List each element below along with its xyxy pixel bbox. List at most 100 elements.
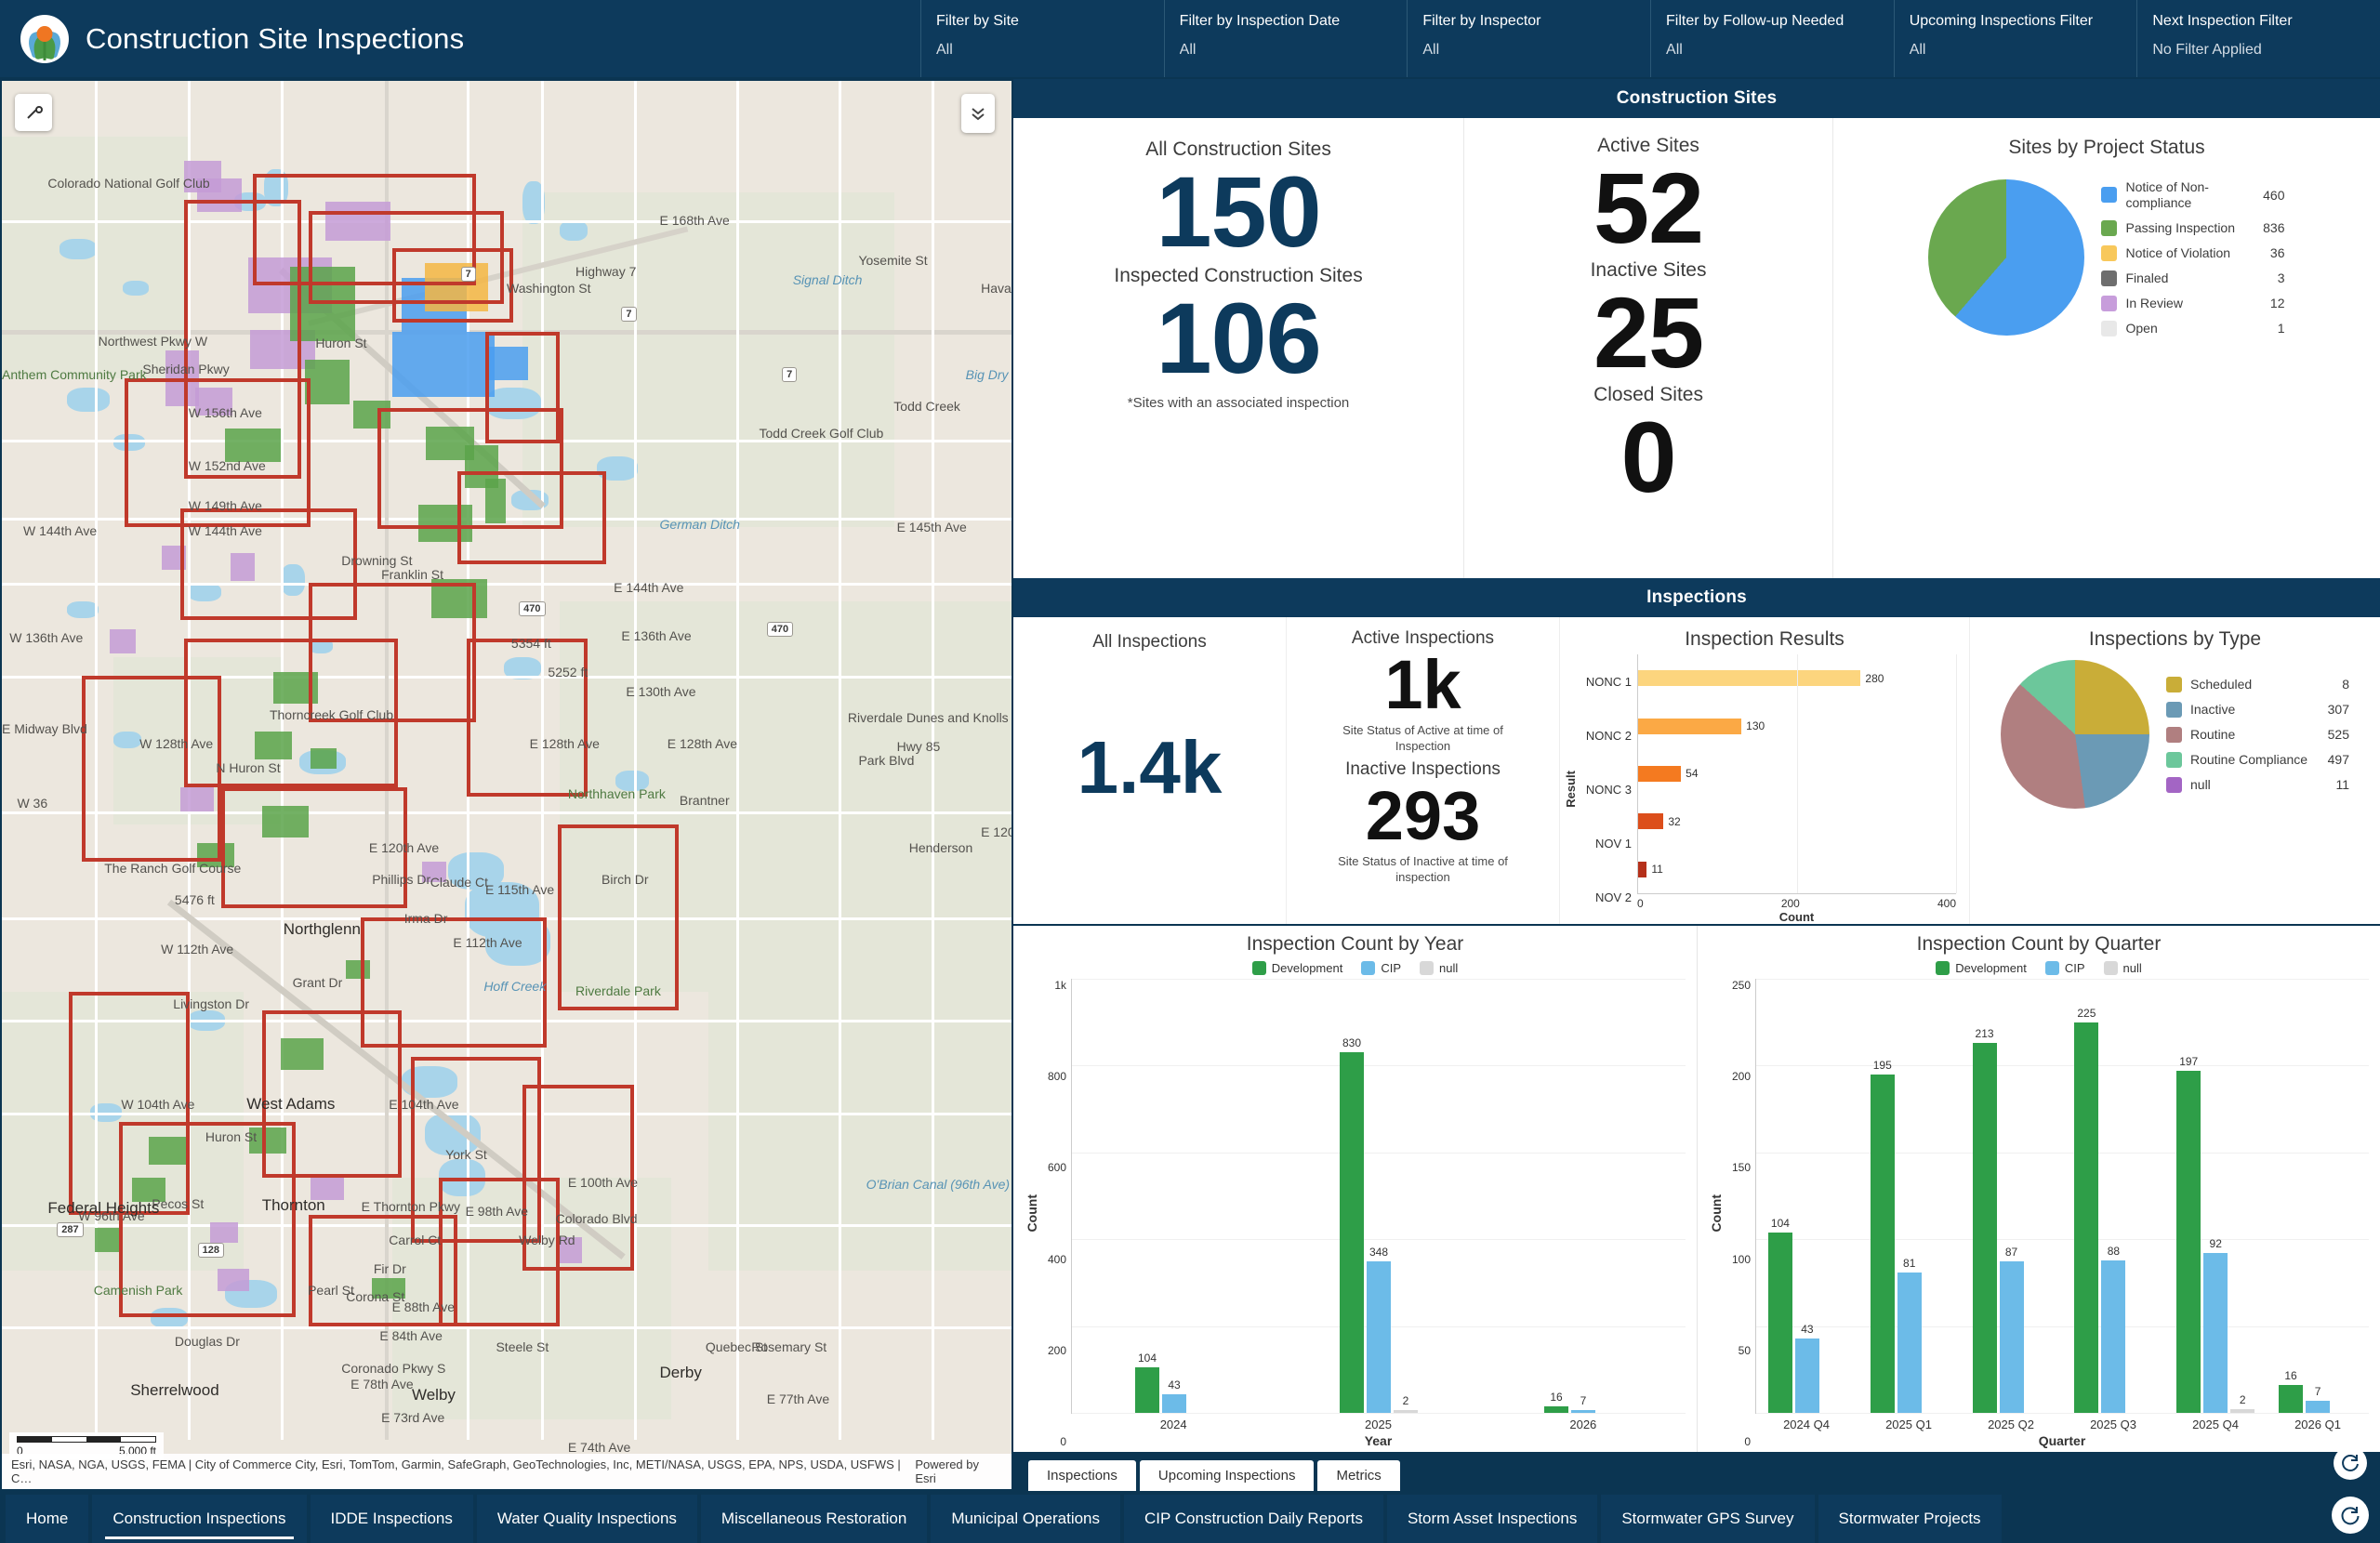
bar[interactable]: 213 bbox=[1972, 1027, 1997, 1413]
filter-followup-needed[interactable]: Filter by Follow-up Needed All bbox=[1650, 0, 1894, 77]
bar-group[interactable]: 104 43 bbox=[1135, 979, 1213, 1413]
bar-value: 2 bbox=[1402, 1394, 1409, 1408]
filter-inspection-date[interactable]: Filter by Inspection Date All bbox=[1163, 0, 1408, 77]
filter-site[interactable]: Filter by Site All bbox=[920, 0, 1164, 77]
legend-item[interactable]: Inactive 307 bbox=[2166, 701, 2349, 718]
bar[interactable]: 16 bbox=[2279, 1369, 2304, 1413]
hbar-row[interactable]: 130 bbox=[1638, 718, 1956, 734]
nav-item-water-quality-inspections[interactable]: Water Quality Inspections bbox=[476, 1495, 697, 1543]
bar[interactable]: 2 bbox=[2230, 1393, 2255, 1413]
nav-item-municipal-operations[interactable]: Municipal Operations bbox=[931, 1495, 1121, 1543]
bar-group[interactable]: 830 348 2 bbox=[1340, 979, 1418, 1413]
legend-item[interactable]: Notice of Violation 36 bbox=[2101, 244, 2284, 261]
bar-group[interactable]: 225 88 bbox=[2074, 979, 2152, 1413]
nav-item-miscellaneous-restoration[interactable]: Miscellaneous Restoration bbox=[700, 1495, 928, 1543]
bar[interactable]: 197 bbox=[2176, 1055, 2202, 1413]
hbar-category: NOV 2 bbox=[1594, 890, 1632, 904]
filter-next-inspection[interactable]: Next Inspection Filter No Filter Applied bbox=[2136, 0, 2380, 77]
legend-item[interactable]: Finaled 3 bbox=[2101, 270, 2284, 286]
map-feature bbox=[615, 771, 649, 791]
map-label: E 112th Ave bbox=[453, 934, 522, 950]
filter-inspector[interactable]: Filter by Inspector All bbox=[1407, 0, 1650, 77]
filter-upcoming-inspections[interactable]: Upcoming Inspections Filter All bbox=[1893, 0, 2137, 77]
bar[interactable]: 2 bbox=[1394, 1394, 1418, 1413]
legend-item[interactable]: Scheduled 8 bbox=[2166, 676, 2349, 692]
tab-metrics[interactable]: Metrics bbox=[1317, 1460, 1400, 1491]
refresh-icon[interactable] bbox=[2332, 1497, 2369, 1534]
bar[interactable]: 43 bbox=[1162, 1378, 1186, 1413]
bar-group[interactable]: 195 81 bbox=[1870, 979, 1949, 1413]
legend-item[interactable]: Open 1 bbox=[2101, 320, 2284, 336]
bar[interactable]: 348 bbox=[1367, 1246, 1391, 1413]
chevron-double-down-icon[interactable] bbox=[961, 94, 995, 133]
nav-item-storm-asset-inspections[interactable]: Storm Asset Inspections bbox=[1386, 1495, 1598, 1543]
legend-item[interactable]: null bbox=[2103, 961, 2142, 975]
map-canvas[interactable]: Colorado National Golf Club Sheridan Pkwy… bbox=[2, 81, 1012, 1489]
bar[interactable]: 104 bbox=[1135, 1352, 1159, 1413]
refresh-icon[interactable] bbox=[2334, 1446, 2367, 1480]
legend-item[interactable]: Routine Compliance 497 bbox=[2166, 751, 2349, 768]
map-feature bbox=[485, 917, 550, 966]
legend-item[interactable]: null 11 bbox=[2166, 776, 2349, 793]
hbar-plot-area[interactable]: 280 130 54 32 11 bbox=[1637, 654, 1957, 894]
map-route-shield: 470 bbox=[519, 601, 546, 617]
hbar-row[interactable]: 32 bbox=[1638, 813, 1956, 830]
map-feature bbox=[255, 732, 292, 759]
bar-group[interactable]: 104 43 bbox=[1767, 979, 1846, 1413]
map-feature bbox=[411, 1057, 541, 1243]
legend-swatch bbox=[2101, 219, 2118, 236]
bar[interactable]: 830 bbox=[1340, 1036, 1364, 1413]
bar[interactable]: 195 bbox=[1870, 1059, 1895, 1413]
map-panel[interactable]: Colorado National Golf Club Sheridan Pkwy… bbox=[0, 79, 1013, 1491]
bar[interactable]: 16 bbox=[1544, 1391, 1568, 1413]
legend-item[interactable]: In Review 12 bbox=[2101, 295, 2284, 311]
nav-item-home[interactable]: Home bbox=[6, 1495, 89, 1543]
map-label: Coronado Pkwy S bbox=[341, 1361, 446, 1377]
bar-group[interactable]: 16 7 bbox=[2279, 979, 2357, 1413]
legend-swatch bbox=[1361, 961, 1376, 975]
nav-item-stormwater-gps-survey[interactable]: Stormwater GPS Survey bbox=[1601, 1495, 1815, 1543]
legend-swatch bbox=[2101, 320, 2118, 336]
nav-item-stormwater-projects[interactable]: Stormwater Projects bbox=[1818, 1495, 2002, 1543]
nav-item-construction-inspections[interactable]: Construction Inspections bbox=[92, 1495, 307, 1543]
legend-item[interactable]: Notice of Non-compliance 460 bbox=[2101, 179, 2284, 211]
bar-value: 87 bbox=[2004, 1246, 2018, 1259]
sites-kpi-column-status: Active Sites 52 Inactive Sites 25 Closed… bbox=[1464, 118, 1833, 578]
tab-upcoming-inspections[interactable]: Upcoming Inspections bbox=[1139, 1460, 1315, 1491]
pie-chart-inspections-type[interactable] bbox=[2001, 660, 2149, 809]
map-feature bbox=[210, 1222, 238, 1243]
map-label: W 149th Ave bbox=[188, 498, 262, 514]
bar[interactable]: 7 bbox=[2306, 1385, 2331, 1413]
bar[interactable]: 7 bbox=[1571, 1394, 1595, 1413]
legend-item[interactable]: CIP bbox=[2044, 961, 2085, 975]
legend-item[interactable]: Development bbox=[1251, 961, 1342, 975]
map-feature bbox=[522, 1085, 634, 1271]
hbar-row[interactable]: 54 bbox=[1638, 765, 1956, 782]
map-label: Birch Dr bbox=[602, 872, 649, 888]
legend-item[interactable]: CIP bbox=[1361, 961, 1401, 975]
legend-item[interactable]: Routine 525 bbox=[2166, 726, 2349, 743]
bar[interactable]: 225 bbox=[2074, 1007, 2099, 1413]
bar[interactable]: 43 bbox=[1794, 1323, 1819, 1413]
hbar-row[interactable]: 11 bbox=[1638, 861, 1956, 877]
bar-group[interactable]: 16 7 bbox=[1544, 979, 1622, 1413]
measure-tool-icon[interactable] bbox=[15, 94, 52, 131]
hbar-row[interactable]: 280 bbox=[1638, 670, 1956, 687]
tab-inspections[interactable]: Inspections bbox=[1028, 1460, 1136, 1491]
bar[interactable]: 92 bbox=[2203, 1237, 2228, 1413]
bar-plot-year[interactable]: 104 43 830 348 2 16 7 bbox=[1071, 979, 1686, 1414]
bar[interactable]: 104 bbox=[1767, 1217, 1792, 1413]
pie-chart-sites-status[interactable] bbox=[1928, 179, 2085, 336]
nav-item-cip-construction-daily-reports[interactable]: CIP Construction Daily Reports bbox=[1124, 1495, 1383, 1543]
bar-group[interactable]: 213 87 bbox=[1972, 979, 2051, 1413]
bar[interactable]: 87 bbox=[1999, 1246, 2024, 1413]
bar[interactable]: 81 bbox=[1897, 1257, 1922, 1413]
bar-group[interactable]: 197 92 2 bbox=[2176, 979, 2255, 1413]
bar-plot-quarter[interactable]: 104 43 195 81 213 87 225 88 197 92 2 16 7 bbox=[1755, 979, 2369, 1414]
legend-item[interactable]: null bbox=[1420, 961, 1458, 975]
bar[interactable]: 88 bbox=[2101, 1245, 2126, 1413]
map-label: E 77th Ave bbox=[766, 1391, 830, 1406]
nav-item-idde-inspections[interactable]: IDDE Inspections bbox=[310, 1495, 473, 1543]
legend-item[interactable]: Passing Inspection 836 bbox=[2101, 219, 2284, 236]
legend-item[interactable]: Development bbox=[1936, 961, 2027, 975]
